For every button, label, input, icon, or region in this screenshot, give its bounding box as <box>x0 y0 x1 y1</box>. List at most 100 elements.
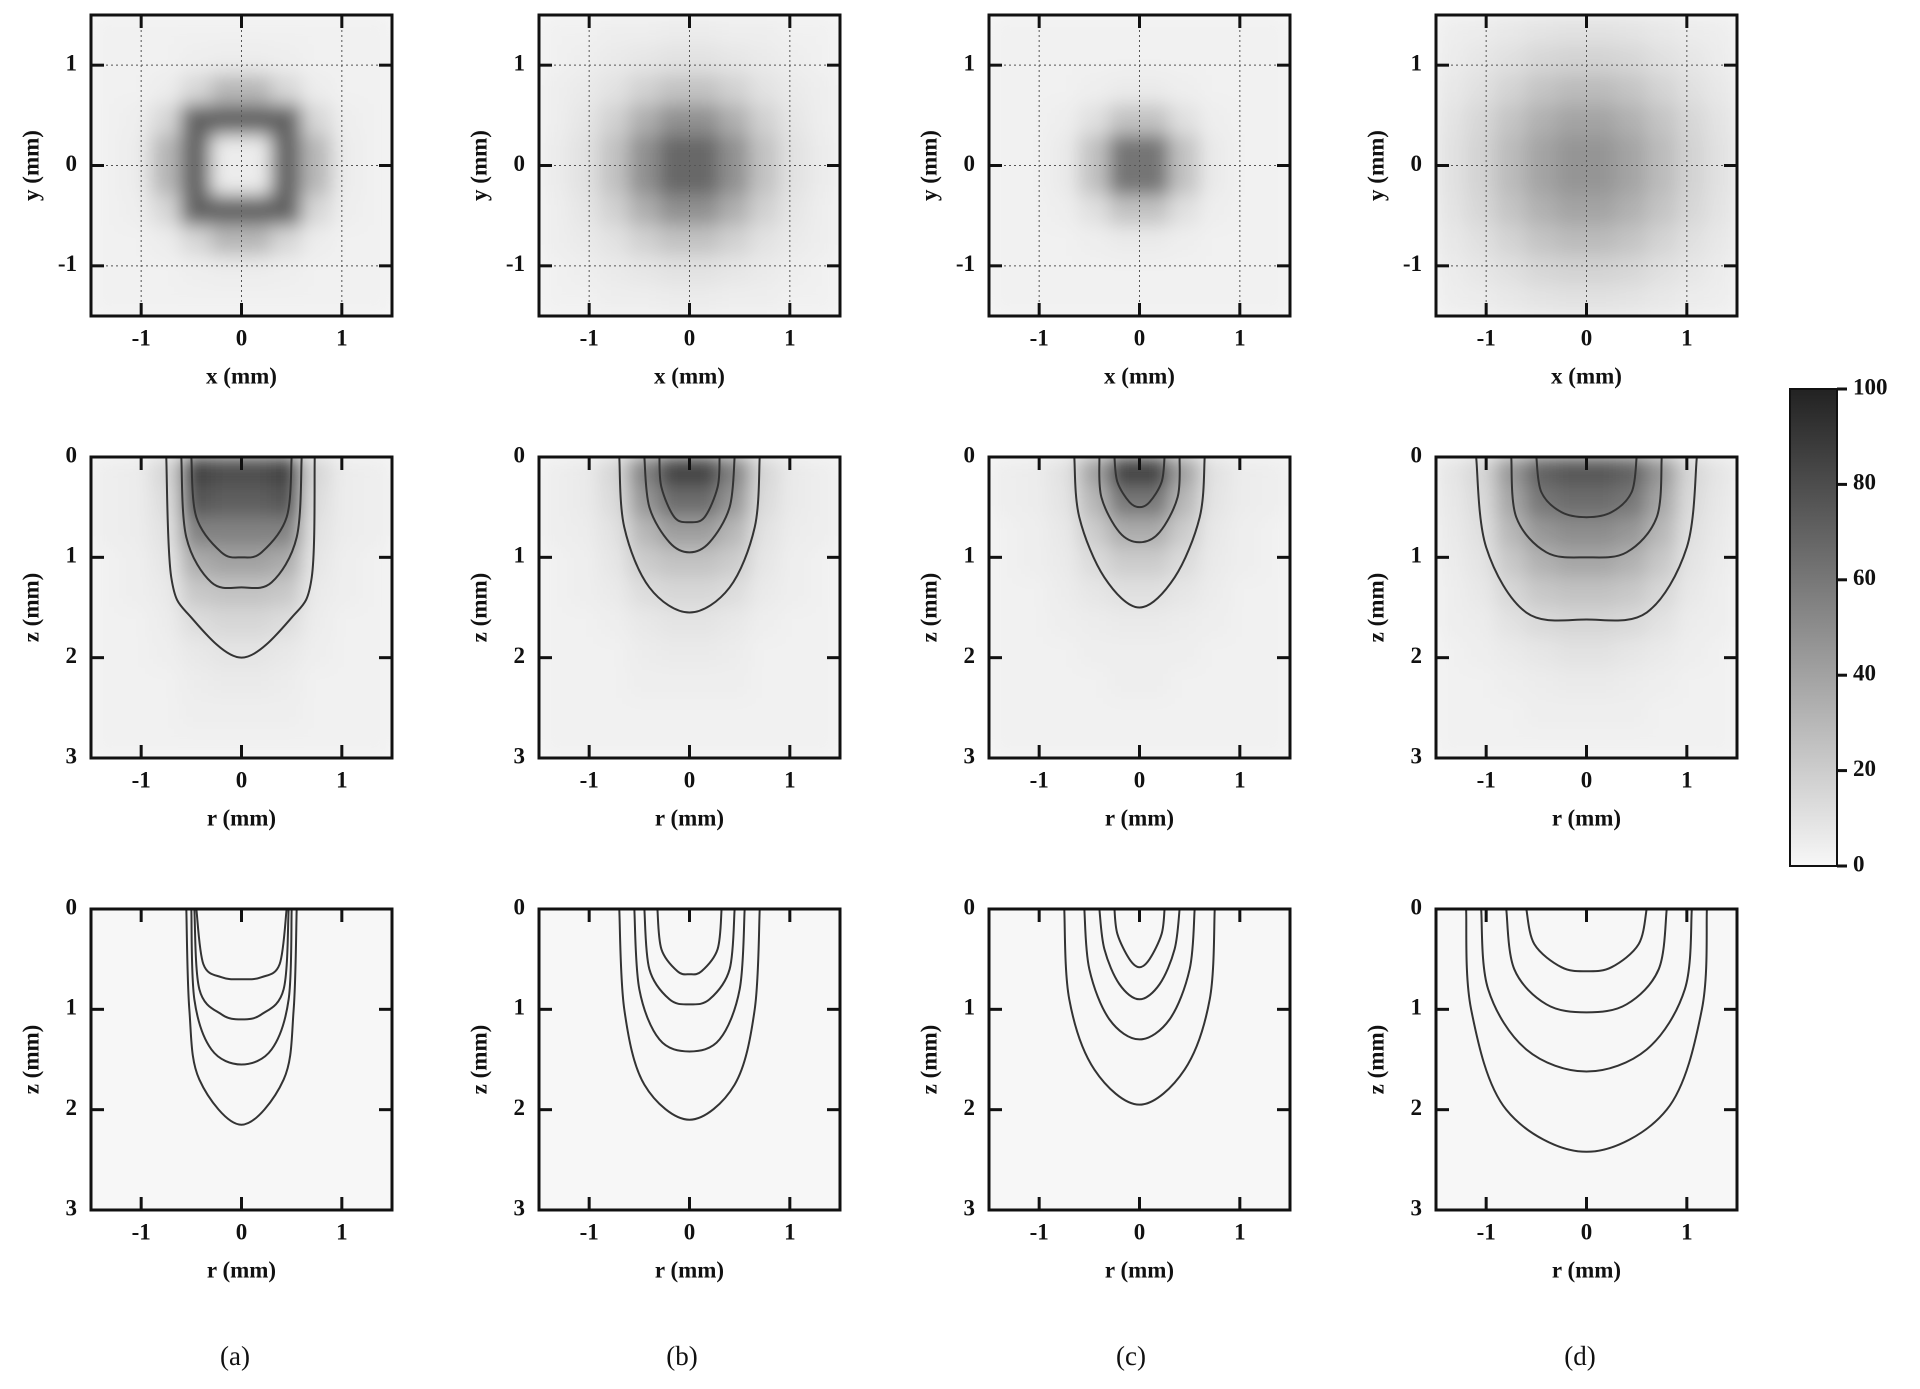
heatmap-cell <box>598 667 630 699</box>
y-tick-label: 3 <box>1411 743 1423 768</box>
heatmap-cell <box>1139 44 1171 76</box>
heatmap-cell <box>331 104 363 136</box>
heatmap-cell <box>1259 697 1290 729</box>
heatmap-cell <box>1555 74 1587 106</box>
heatmap-cell <box>658 486 690 518</box>
heatmap-cell <box>1199 637 1231 669</box>
heatmap-cell <box>1108 697 1140 729</box>
heatmap-cell <box>689 255 721 287</box>
heatmap-cell <box>271 457 303 488</box>
heatmap-cell <box>1465 74 1497 106</box>
heatmap-cell <box>180 637 212 669</box>
heatmap-cell <box>271 637 303 669</box>
heatmap-cell <box>568 255 600 287</box>
contour-line <box>190 456 293 559</box>
heatmap-cell <box>1199 15 1231 46</box>
heatmap-cell <box>539 225 570 257</box>
heatmap-cell <box>1259 546 1290 578</box>
heatmap-cell <box>1525 667 1557 699</box>
heatmap-cell <box>598 15 630 46</box>
heatmap-cell <box>271 667 303 699</box>
heatmap-cell <box>91 15 122 46</box>
panel-caption: (d) <box>1564 1341 1595 1371</box>
heatmap-cell <box>1616 74 1648 106</box>
heatmap-cell <box>1676 255 1708 287</box>
contour-line <box>1098 908 1181 1001</box>
x-axis-label: r (mm) <box>655 805 724 830</box>
heatmap-cell <box>1048 225 1080 257</box>
panel: -1 0 1 -1 0 1 x (mm) y (mm) <box>466 13 842 388</box>
y-tick-label: 0 <box>1411 442 1423 467</box>
heatmap-cell <box>180 697 212 729</box>
x-tick-label: -1 <box>1030 1219 1049 1244</box>
contour-line <box>643 908 736 1006</box>
heatmap-cell <box>809 516 840 548</box>
heatmap-cell <box>689 195 721 227</box>
heatmap-cell <box>1018 637 1050 669</box>
heatmap-cell <box>1199 255 1231 287</box>
heatmap-cell <box>241 74 273 106</box>
plot-background <box>539 909 840 1210</box>
heatmap-cell <box>1436 165 1467 197</box>
heatmap-cell <box>1525 727 1557 758</box>
heatmap-cell <box>1436 15 1467 46</box>
heatmap-cell <box>598 486 630 518</box>
heatmap-cell <box>689 104 721 136</box>
heatmap-cell <box>1646 285 1678 316</box>
x-tick-label: 0 <box>236 767 248 792</box>
heatmap-cell <box>598 195 630 227</box>
heatmap-cell <box>120 165 152 197</box>
heatmap-cell <box>1646 255 1678 287</box>
heatmap-cell <box>1108 74 1140 106</box>
heatmap-cell <box>301 607 333 639</box>
heatmap-cell <box>1048 74 1080 106</box>
heatmap-cell <box>1495 15 1527 46</box>
heatmap-cell <box>150 225 182 257</box>
heatmap-cell <box>241 607 273 639</box>
heatmap-cell <box>1169 225 1201 257</box>
heatmap-cell <box>1169 667 1201 699</box>
heatmap-cell <box>989 104 1020 136</box>
heatmap-cell <box>1108 516 1140 548</box>
heatmap-cell <box>1495 285 1527 316</box>
y-axis-label: z (mm) <box>18 573 43 643</box>
heatmap-cell <box>989 457 1020 488</box>
heatmap-cell <box>568 15 600 46</box>
heatmap-cell <box>1495 607 1527 639</box>
y-tick-label: 3 <box>514 1195 526 1220</box>
heatmap-cell <box>241 727 273 758</box>
colorbar-tick-label: 100 <box>1853 374 1888 399</box>
heatmap-cell <box>989 637 1020 669</box>
heatmap-cell <box>1586 637 1618 669</box>
heatmap-cell <box>91 637 122 669</box>
heatmap-cell <box>361 74 392 106</box>
heatmap-cell <box>331 195 363 227</box>
heatmap-cell <box>91 134 122 166</box>
x-tick-label: 1 <box>784 1219 796 1244</box>
heatmap-cell <box>1199 44 1231 76</box>
heatmap-cells <box>1436 15 1737 316</box>
heatmap-cell <box>1078 165 1110 197</box>
heatmap-cell <box>91 255 122 287</box>
heatmap-cell <box>120 225 152 257</box>
contour-line <box>1510 456 1663 559</box>
heatmap-cell <box>1555 285 1587 316</box>
panel: -1 0 1 0 1 2 3 r (mm) z (mm) <box>916 442 1292 830</box>
heatmap-cell <box>539 285 570 316</box>
heatmap-cell <box>568 165 600 197</box>
heatmap-cell <box>628 697 660 729</box>
heatmap-cell <box>1465 165 1497 197</box>
heatmap-cell <box>180 576 212 608</box>
heatmap-cell <box>91 285 122 316</box>
heatmap-cell <box>1259 15 1290 46</box>
heatmap-cell <box>271 486 303 518</box>
heatmap-cell <box>1018 44 1050 76</box>
heatmap-cell <box>598 607 630 639</box>
heatmap-cell <box>779 486 811 518</box>
heatmap-cell <box>1169 285 1201 316</box>
heatmap-cell <box>779 667 811 699</box>
heatmap-cell <box>1229 15 1261 46</box>
heatmap-cell <box>1436 697 1467 729</box>
heatmap-cell <box>1676 44 1708 76</box>
heatmap-cell <box>689 667 721 699</box>
